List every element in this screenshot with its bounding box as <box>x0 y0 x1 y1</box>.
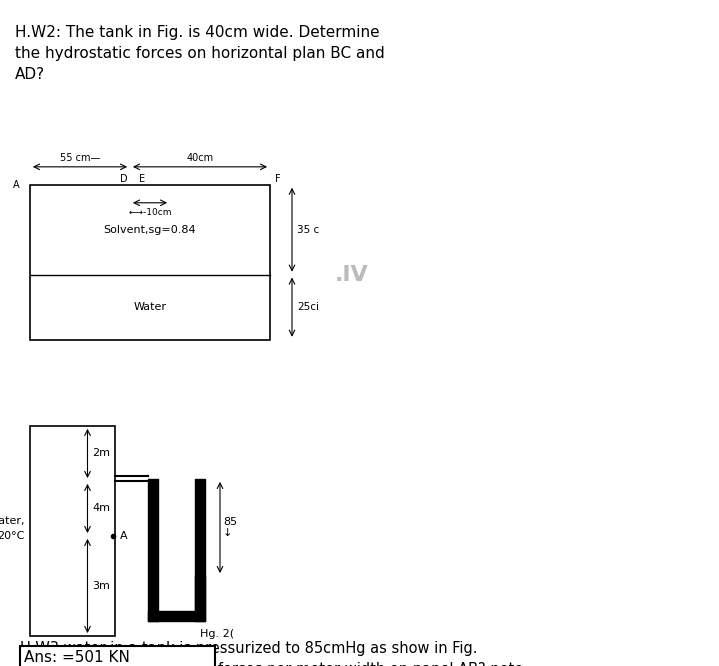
Text: Solvent,sg=0.84: Solvent,sg=0.84 <box>104 224 196 234</box>
Text: 25ci: 25ci <box>297 302 319 312</box>
Text: ↓: ↓ <box>223 527 232 537</box>
Text: 55 cm—: 55 cm— <box>60 153 100 163</box>
Text: A: A <box>14 180 20 190</box>
Text: F: F <box>275 174 281 184</box>
Text: Water: Water <box>134 302 167 312</box>
Text: Water,: Water, <box>0 516 25 526</box>
Text: E: E <box>139 174 145 184</box>
Bar <box>30 185 270 340</box>
Bar <box>20 646 215 666</box>
Text: D: D <box>120 174 128 184</box>
Text: 3m: 3m <box>93 581 111 591</box>
Text: 35 c: 35 c <box>297 224 319 234</box>
Text: .IV: .IV <box>335 264 369 285</box>
Text: 2m: 2m <box>93 448 111 458</box>
Text: Ans: =501 KN: Ans: =501 KN <box>24 651 130 665</box>
Text: 4m: 4m <box>93 503 111 513</box>
Bar <box>30 426 115 636</box>
Text: A: A <box>120 531 128 541</box>
Text: Hg. 2(: Hg. 2( <box>200 629 234 639</box>
Text: 20°C: 20°C <box>0 531 25 541</box>
Text: ←→-10cm: ←→-10cm <box>128 208 172 217</box>
Text: 40cm: 40cm <box>186 153 214 163</box>
Text: H.W3 water in a tank is pressurized to 85cmHg as show in Fig.
Determine the hydr: H.W3 water in a tank is pressurized to 8… <box>20 641 528 666</box>
Text: H.W2: The tank in Fig. is 40cm wide. Determine
the hydrostatic forces on horizon: H.W2: The tank in Fig. is 40cm wide. Det… <box>15 25 385 82</box>
Text: 85: 85 <box>223 517 237 527</box>
